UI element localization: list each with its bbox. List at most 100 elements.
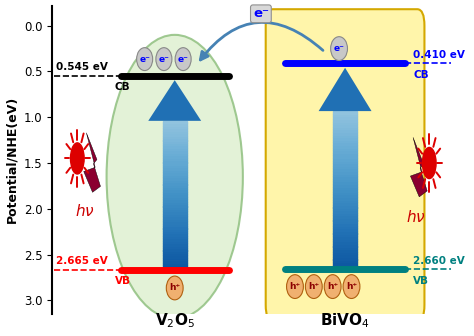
Bar [333, 220, 357, 223]
Bar [333, 137, 357, 140]
Bar [333, 252, 357, 254]
Bar [333, 207, 357, 210]
Text: BiVO$_4$: BiVO$_4$ [320, 311, 370, 330]
Bar [163, 258, 187, 260]
Bar [333, 192, 357, 195]
Bar [163, 228, 187, 231]
Bar [163, 226, 187, 228]
Bar [333, 189, 357, 192]
FancyBboxPatch shape [266, 9, 424, 321]
Text: h⁺: h⁺ [290, 282, 301, 291]
Bar [163, 167, 187, 170]
Bar [163, 179, 187, 182]
Bar [333, 215, 357, 218]
Polygon shape [148, 80, 201, 121]
Bar [163, 204, 187, 207]
Text: 0.410 eV: 0.410 eV [413, 50, 465, 59]
Ellipse shape [156, 48, 172, 71]
Bar [163, 184, 187, 187]
Bar [163, 153, 187, 155]
Bar [163, 209, 187, 211]
Bar [333, 145, 357, 148]
Bar [333, 122, 357, 124]
Text: $h\nu$: $h\nu$ [406, 209, 426, 224]
Polygon shape [319, 68, 372, 111]
Text: 2.665 eV: 2.665 eV [55, 256, 108, 266]
Ellipse shape [175, 48, 191, 71]
Bar [163, 253, 187, 255]
Bar [333, 197, 357, 200]
Text: h⁺: h⁺ [308, 282, 319, 291]
Bar [333, 257, 357, 259]
Bar [163, 206, 187, 209]
Bar [163, 121, 187, 123]
Bar [333, 127, 357, 129]
Bar [333, 114, 357, 117]
Bar [163, 126, 187, 128]
Bar [333, 129, 357, 132]
Text: CB: CB [413, 70, 429, 80]
Bar [163, 148, 187, 150]
Bar [333, 140, 357, 142]
Bar [163, 263, 187, 265]
Bar [163, 238, 187, 241]
Bar [333, 168, 357, 171]
Bar [333, 194, 357, 197]
Bar [333, 200, 357, 202]
Bar [163, 128, 187, 131]
Bar [163, 135, 187, 138]
Bar [333, 205, 357, 208]
Ellipse shape [343, 275, 360, 298]
Y-axis label: Potential/NHE(eV): Potential/NHE(eV) [6, 96, 18, 223]
Bar [333, 234, 357, 236]
Bar [163, 233, 187, 236]
Bar [163, 202, 187, 204]
Bar [333, 181, 357, 184]
Bar [163, 182, 187, 184]
Bar [163, 143, 187, 145]
Ellipse shape [331, 37, 347, 60]
Text: VB: VB [413, 276, 429, 286]
Circle shape [71, 143, 84, 174]
Bar [333, 259, 357, 262]
Bar [163, 187, 187, 190]
Bar [333, 246, 357, 249]
Bar [163, 189, 187, 192]
Bar [333, 153, 357, 156]
Bar [333, 241, 357, 244]
Bar [333, 166, 357, 168]
Bar [333, 176, 357, 179]
Bar [333, 210, 357, 213]
Bar [163, 177, 187, 180]
Bar [163, 219, 187, 221]
Bar [163, 131, 187, 133]
Ellipse shape [137, 48, 153, 71]
Bar [333, 132, 357, 135]
Bar [163, 192, 187, 194]
Bar [163, 214, 187, 216]
Bar [333, 186, 357, 189]
Bar [333, 239, 357, 241]
Bar [163, 145, 187, 148]
Text: VB: VB [115, 276, 131, 286]
Text: 2.660 eV: 2.660 eV [413, 256, 465, 265]
Bar [333, 171, 357, 174]
Text: $h\nu$: $h\nu$ [74, 203, 94, 219]
Bar [163, 246, 187, 248]
Bar [163, 223, 187, 226]
Bar [333, 134, 357, 137]
Bar [333, 228, 357, 231]
Ellipse shape [287, 275, 303, 298]
Bar [163, 236, 187, 238]
Bar [163, 199, 187, 202]
Text: e⁻: e⁻ [334, 44, 345, 53]
Text: e⁻: e⁻ [158, 55, 169, 64]
Bar [163, 172, 187, 175]
Text: 0.545 eV: 0.545 eV [55, 62, 108, 72]
Bar [333, 174, 357, 176]
Bar [163, 123, 187, 126]
Bar [333, 142, 357, 145]
Circle shape [422, 148, 436, 178]
Bar [333, 124, 357, 127]
Bar [163, 165, 187, 167]
